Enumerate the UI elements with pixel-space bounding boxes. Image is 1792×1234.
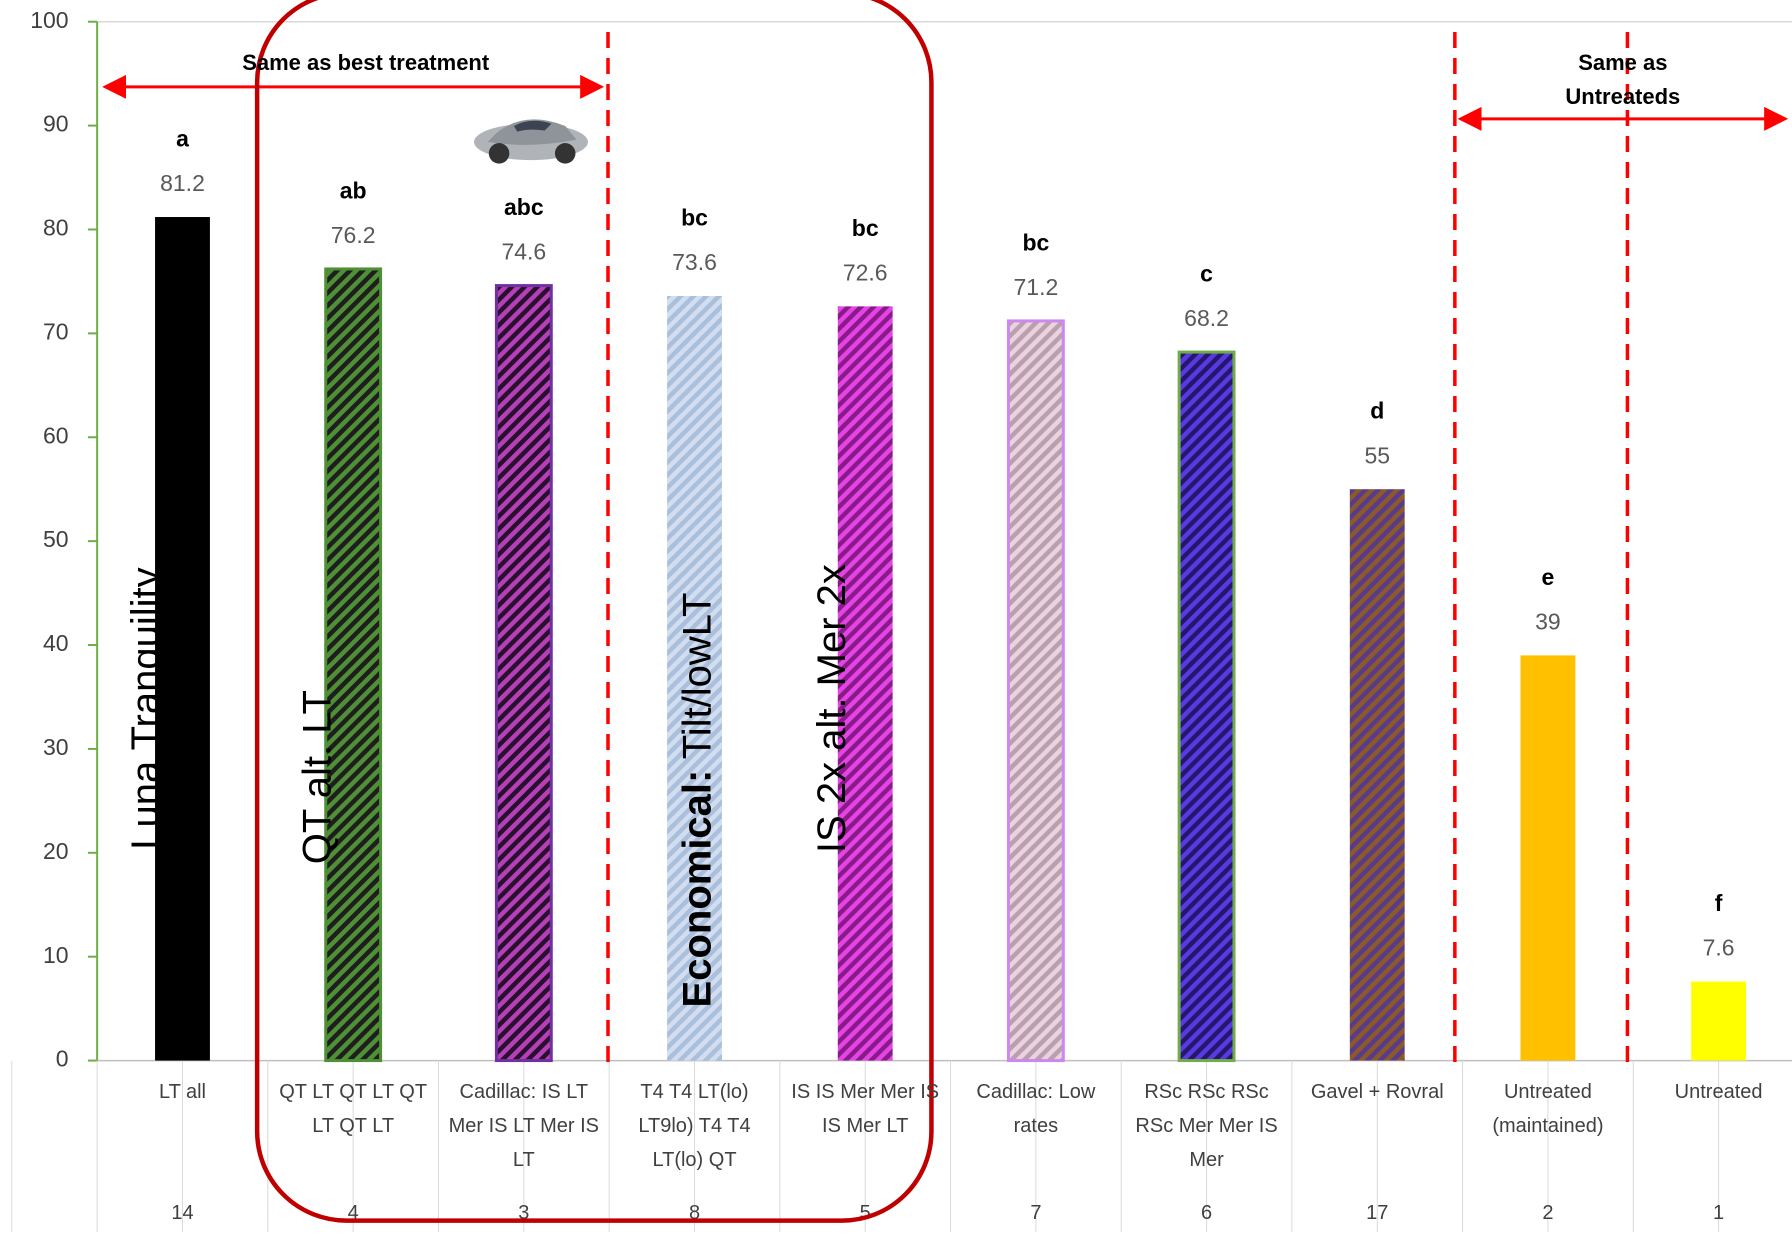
value-label: 71.2 [1014,274,1059,300]
bar [1177,350,1236,1063]
treatment-number: 8 [689,1202,700,1224]
value-label: 73.6 [672,249,717,275]
value-label: 39 [1535,608,1561,634]
economical-bold: Economical: [675,770,719,1008]
y-tick-label: 90 [43,111,69,137]
value-label: 7.6 [1703,935,1735,961]
treatment-number: 17 [1366,1202,1388,1224]
x-tick-label: LT all [158,1081,206,1104]
treatment-number: 2 [1542,1202,1553,1224]
y-tick-label: 10 [43,942,69,968]
annotation: Same as Untreateds [1565,49,1681,109]
significance-letter: ab [340,177,367,203]
treatment-number: 3 [518,1202,529,1224]
value-label: 55 [1364,442,1390,468]
treatment-number: 7 [1030,1202,1041,1224]
x-tick-label: QT LT QT LT QT LT QT LT [279,1081,428,1138]
y-tick-label: 70 [43,318,69,344]
significance-letter: bc [681,204,708,230]
significance-letter: bc [1022,229,1049,255]
significance-letter: c [1200,261,1213,287]
bar [1349,489,1405,1061]
x-tick-label: IS IS Mer Mer IS IS Mer LT [791,1081,940,1138]
car-icon [474,119,588,164]
bar [494,284,553,1063]
x-tick-label: Gavel + Rovral [1310,1081,1444,1104]
x-tick-label: Untreated [1674,1081,1763,1104]
value-label: 76.2 [331,222,376,248]
bar [1691,981,1747,1061]
treatment-number: 4 [348,1202,359,1224]
y-tick-label: 20 [43,838,69,864]
value-label: 74.6 [501,239,546,265]
bar [1006,319,1065,1063]
y-tick-label: 40 [43,630,69,656]
vertical-label: QT alt. LT [296,690,340,864]
vertical-label: Luna Tranquility [124,567,168,849]
significance-letter: f [1715,890,1723,916]
y-tick-label: 30 [43,734,69,760]
bar [837,306,893,1061]
vertical-label: Economical: Tilt/lowLT [675,593,719,1008]
economical-rest: Tilt/lowLT [675,593,719,760]
significance-letter: d [1370,398,1384,424]
x-tick-label: T4 T4 LT(lo) LT9lo) T4 T4 LT(lo) QT [638,1081,751,1172]
significance-letter: a [176,126,189,152]
treatment-number: 6 [1201,1202,1212,1224]
x-tick-label: Untreated (maintained) [1492,1081,1604,1138]
y-tick-label: 50 [43,526,69,552]
highlight-box [254,0,934,1223]
y-tick-label: 0 [56,1046,69,1072]
value-label: 72.6 [843,259,888,285]
bar [667,295,722,1061]
value-label: 68.2 [1184,305,1229,331]
x-tick-label: Cadillac: IS LT Mer IS LT Mer IS LT [448,1081,600,1172]
space [675,759,719,769]
significance-letter: abc [504,194,544,220]
significance-letter: e [1542,564,1555,590]
bar [155,217,210,1061]
y-tick-label: 80 [43,215,69,241]
value-label: 81.2 [160,170,205,196]
y-tick-label: 100 [30,7,68,33]
treatment-number: 1 [1713,1202,1724,1224]
x-tick-label: RSc RSc RSc RSc Mer Mer IS Mer [1135,1081,1278,1172]
bar [1520,655,1576,1061]
x-tick-label: Cadillac: Low rates [976,1081,1096,1138]
annotation: Same as best treatment [242,49,490,75]
y-tick-label: 60 [43,422,69,448]
bar [324,267,383,1063]
vertical-label: IS 2x alt. Mer 2x [810,564,854,853]
significance-letter: bc [852,215,879,241]
treatment-number: 14 [171,1202,193,1224]
treatment-number: 5 [860,1202,871,1224]
